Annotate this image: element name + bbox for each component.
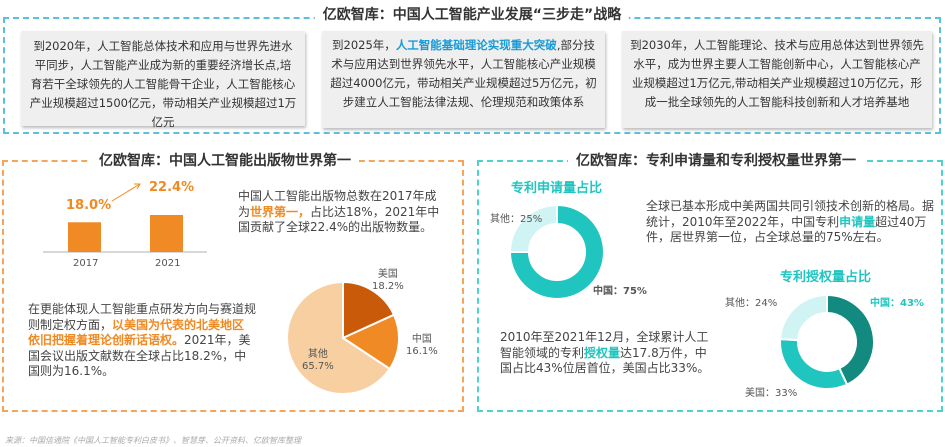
strategy-title: 亿欧智库：中国人工智能产业发展“三步走”战略 <box>314 4 630 24</box>
patents-title: 亿欧智库：专利申请量和专利授权量世界第一 <box>568 150 864 170</box>
text: 中国人工智能出版物总数在2017年成为 <box>238 189 437 219</box>
pie-label-us: 美国 18.2% <box>372 269 404 293</box>
text: 2021年，美国会议出版文献数在全球占比18.2%，中国则为16.1%。 <box>28 333 251 378</box>
donut1-label-china: 中国：75% <box>593 286 647 297</box>
value: 16.1% <box>406 346 438 357</box>
card-2030: 到2030年，人工智能理论、技术与应用总体达到世界领先水平，成为世界主要人工智能… <box>622 31 932 128</box>
text: 占比达18%，2021年中国贡献了全球22.4%的出版物数量。 <box>238 204 440 235</box>
highlight: 世界第一， <box>250 204 311 219</box>
text: 全球已基本形成中美两国共同引领技术创新的格局。据统计，2010年至2022年，中… <box>646 199 935 229</box>
card-text: 到2030年，人工智能理论、技术与应用总体达到世界领先水平，成为世界主要人工智能… <box>630 38 924 109</box>
grant-donut-slice-1 <box>779 337 849 390</box>
card-text: 到2020年，人工智能总体技术和应用与世界先进水平同步，人工智能产业成为新的重要… <box>29 39 297 129</box>
source-note: 来源：中国信通院《中国人工智能专利白皮书》、智慧芽、公开资料、亿欧智库整理 <box>5 436 301 445</box>
value: 65.7% <box>302 361 334 372</box>
application-donut-slice-1 <box>508 203 558 253</box>
bar-label-2021: 22.4% <box>149 180 195 195</box>
x-tick-2021: 2021 <box>155 258 181 269</box>
publications-title: 亿欧智库：中国人工智能出版物世界第一 <box>91 150 359 170</box>
application-chart-title: 专利申请量占比 <box>511 181 603 196</box>
publication-pie-slice-2 <box>286 280 392 395</box>
label: 中国 <box>411 334 432 345</box>
bar-2021 <box>150 215 183 252</box>
card-text: 到2025年， <box>332 38 396 52</box>
pie-label-china: 中国 16.1% <box>406 334 438 358</box>
publication-pie-slice-0 <box>342 280 396 340</box>
grant-donut-slice-0 <box>826 293 875 386</box>
highlight: 授权量 <box>584 345 621 360</box>
donut2-label-china: 中国：43% <box>870 298 924 309</box>
highlight: 申请量 <box>839 214 876 229</box>
grant-text: 2010年至2021年12月，全球累计人工智能领域的专利授权量达17.8万件，中… <box>500 330 718 377</box>
application-text: 全球已基本形成中美两国共同引领技术创新的格局。据统计，2010年至2022年，中… <box>646 199 936 246</box>
value: 18.2% <box>372 281 404 292</box>
pie-label-other: 其他 65.7% <box>302 349 334 373</box>
highlight: 以美国为代表的北美地区依旧把握着理论创新话语权。 <box>28 317 245 348</box>
card-2020: 到2020年，人工智能总体技术和应用与世界先进水平同步，人工智能产业成为新的重要… <box>21 31 305 129</box>
x-tick-2017: 2017 <box>73 258 99 269</box>
donut2-label-other: 其他：24% <box>725 298 778 309</box>
grant-chart-title: 专利授权量占比 <box>780 270 872 285</box>
conference-text: 在更能体现人工智能重点研发方向与赛道规则制定权方面，以美国为代表的北美地区依旧把… <box>28 302 256 380</box>
text: 达17.8万件，中国占比43%位居首位，美国占比33%。 <box>500 345 710 376</box>
text: 在更能体现人工智能重点研发方向与赛道规则制定权方面， <box>28 302 257 332</box>
text: 超过40万件，居世界第一位，占全球总量的75%左右。 <box>646 214 927 245</box>
publications-text: 中国人工智能出版物总数在2017年成为世界第一，占比达18%，2021年中国贡献… <box>238 189 448 236</box>
text: 2010年至2021年12月，全球累计人工智能领域的专利 <box>500 330 709 360</box>
trend-arrow <box>111 183 141 202</box>
trend-arrow-head <box>134 183 141 190</box>
card-text: ,部分技术与应用达到世界领先水平，人工智能核心产业规模超过4000亿元，带动相关… <box>330 38 597 109</box>
application-donut-slice-0 <box>508 203 605 300</box>
donut2-label-us: 美国：33% <box>745 388 798 399</box>
card-2025: 到2025年，人工智能基础理论实现重大突破,部分技术与应用达到世界领先水平，人工… <box>322 31 605 128</box>
grant-donut-slice-2 <box>779 293 828 342</box>
publication-pie-slice-1 <box>340 313 400 371</box>
label: 美国 <box>377 269 398 280</box>
card-highlight: 人工智能基础理论实现重大突破 <box>395 38 557 52</box>
bar-2017 <box>68 222 101 252</box>
label: 其他 <box>307 349 328 360</box>
donut1-label-other: 其他：25% <box>490 214 543 225</box>
bar-label-2017: 18.0% <box>66 198 112 213</box>
